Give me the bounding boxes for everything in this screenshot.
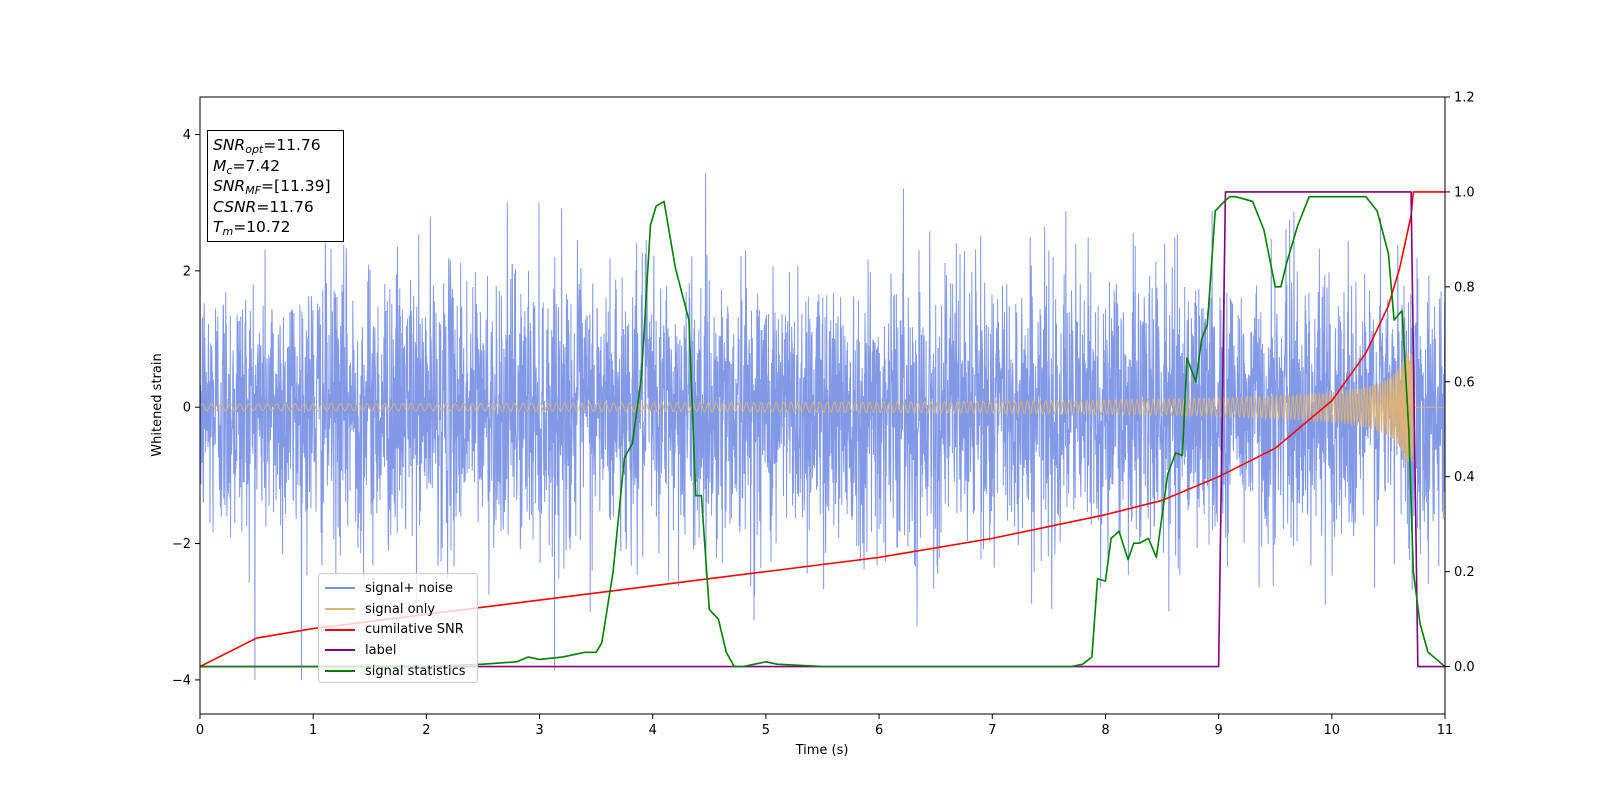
x-tick-label: 11	[1437, 723, 1454, 738]
x-tick-label: 4	[649, 723, 657, 738]
snr-mf-line: SNRMF=[11.39]	[213, 177, 331, 197]
y-right-tick-label: 0.2	[1454, 565, 1475, 580]
y-left-tick-label: −2	[172, 537, 191, 552]
snr-opt-line: SNRopt=11.76	[213, 136, 321, 156]
legend-swatch	[325, 628, 355, 631]
snr-info-box: SNRopt=11.76 Mc=7.42 SNRMF=[11.39] CSNR=…	[207, 130, 344, 242]
x-tick-label: 2	[422, 723, 430, 738]
x-tick-label: 7	[988, 723, 996, 738]
y-right-tick-label: 0.4	[1454, 470, 1475, 485]
legend-item-cumulative-snr: cumilative SNR	[325, 619, 471, 640]
y-axis-right: 1.2 1.0 0.8 0.6 0.4 0.2 0.0	[1445, 91, 1475, 675]
y-left-tick-label: 0	[183, 401, 191, 416]
y-right-tick-label: 1.2	[1454, 91, 1475, 106]
x-tick-label: 0	[196, 723, 204, 738]
x-tick-label: 6	[875, 723, 883, 738]
x-tick-label: 5	[762, 723, 770, 738]
snr-mf-value: =[11.39]	[261, 177, 331, 195]
y-right-tick-label: 0.6	[1454, 375, 1475, 390]
snr-opt-value: =11.76	[263, 136, 321, 154]
y-axis-label: Whitened strain	[150, 353, 165, 456]
legend-swatch	[325, 608, 355, 611]
x-axis: 0 1 2 3 4 5 6 7 8 9 10 11	[196, 714, 1453, 738]
y-right-tick-label: 1.0	[1454, 185, 1475, 200]
x-tick-label: 3	[535, 723, 543, 738]
y-axis-left: 4 2 0 −2 −4	[172, 128, 200, 688]
x-tick-label: 8	[1101, 723, 1109, 738]
legend-item-label: label	[325, 640, 471, 661]
legend-label: label	[365, 642, 397, 658]
legend-swatch	[325, 670, 355, 673]
series-signal-statistics	[200, 195, 1445, 668]
x-axis-label: Time (s)	[795, 743, 849, 758]
legend-item-signal-only: signal only	[325, 599, 471, 620]
y-right-tick-label: 0.8	[1454, 280, 1475, 295]
legend: signal+ noise signal only cumilative SNR…	[318, 573, 478, 683]
y-left-tick-label: −4	[172, 673, 191, 688]
y-left-tick-label: 4	[183, 128, 191, 143]
csnr-value: =11.76	[256, 197, 314, 216]
x-tick-label: 1	[309, 723, 317, 738]
merger-time-line: Tm=10.72	[213, 218, 291, 238]
plot-frame	[199, 96, 1446, 715]
csnr-line: CSNR=11.76	[213, 197, 314, 216]
legend-label: signal only	[365, 601, 436, 617]
legend-swatch	[325, 649, 355, 652]
x-tick-label: 9	[1214, 723, 1222, 738]
merger-time-value: =10.72	[233, 218, 291, 236]
series-signal-only	[200, 352, 1445, 462]
legend-label: cumilative SNR	[365, 622, 464, 638]
y-left-tick-label: 2	[183, 264, 191, 279]
y-right-tick-label: 0.0	[1454, 660, 1475, 675]
chirp-mass-line: Mc=7.42	[213, 156, 280, 177]
x-tick-label: 10	[1324, 723, 1341, 738]
legend-item-signal-noise: signal+ noise	[325, 578, 471, 599]
series-signal-plus-noise	[200, 173, 1445, 680]
legend-label: signal statistics	[365, 663, 466, 679]
chirp-mass-value: =7.42	[232, 156, 280, 175]
legend-item-signal-statistics: signal statistics	[325, 661, 471, 682]
legend-label: signal+ noise	[365, 580, 454, 596]
legend-swatch	[325, 587, 355, 590]
